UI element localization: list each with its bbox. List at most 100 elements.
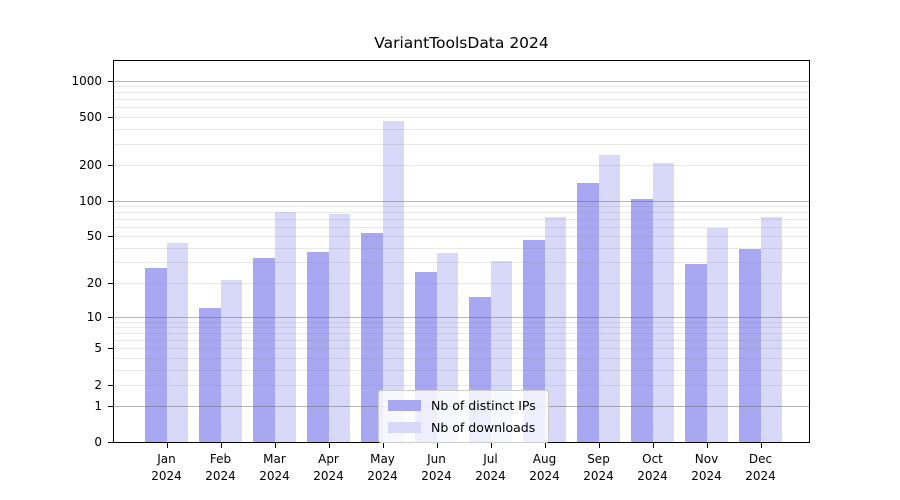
minor-gridline [114, 99, 809, 101]
y-tick [108, 116, 113, 118]
bar-distinct-ips-mar [253, 257, 275, 442]
y-tick-label: 50 [86, 229, 102, 244]
x-tick-label: Apr 2024 [313, 452, 344, 483]
x-tick-label: Mar 2024 [259, 452, 290, 483]
minor-gridline [114, 348, 809, 350]
x-tick-label: May 2024 [367, 452, 398, 483]
y-tick-label: 2 [94, 377, 102, 392]
x-tick [652, 443, 654, 448]
legend-swatch-downloads [388, 422, 421, 433]
bar-distinct-ips-oct [631, 198, 653, 442]
grid-layer [114, 61, 809, 442]
bar-downloads-apr [328, 213, 350, 442]
major-gridline [114, 316, 809, 318]
legend-item-downloads: Nb of downloads [388, 420, 536, 435]
x-tick [598, 443, 600, 448]
x-tick [706, 443, 708, 448]
y-tick [108, 80, 113, 82]
legend-item-distinct-ips: Nb of distinct IPs [388, 398, 536, 413]
x-tick-label: Feb 2024 [205, 452, 236, 483]
x-tick-label: Aug 2024 [529, 452, 560, 483]
x-tick-label: Sep 2024 [583, 452, 614, 483]
y-tick-label: 1 [94, 398, 102, 413]
bar-distinct-ips-feb [199, 307, 221, 442]
legend-label-downloads: Nb of downloads [431, 420, 536, 435]
minor-gridline [114, 128, 809, 130]
minor-gridline [114, 282, 809, 284]
minor-gridline [114, 384, 809, 386]
x-tick-label: Jul 2024 [475, 452, 506, 483]
minor-gridline [114, 92, 809, 94]
x-tick [328, 443, 330, 448]
bar-distinct-ips-sep [577, 183, 599, 442]
bar-downloads-may [382, 121, 404, 442]
minor-gridline [114, 369, 809, 371]
x-tick [490, 443, 492, 448]
minor-gridline [114, 236, 809, 238]
minor-gridline [114, 86, 809, 88]
y-tick [108, 442, 113, 443]
y-tick [108, 316, 113, 318]
legend: Nb of distinct IPs Nb of downloads [378, 390, 549, 443]
minor-gridline [114, 116, 809, 118]
bar-downloads-jan [166, 243, 188, 442]
y-tick [108, 348, 113, 350]
bar-distinct-ips-jan [145, 267, 167, 442]
x-tick [274, 443, 276, 448]
legend-label-distinct-ips: Nb of distinct IPs [431, 398, 536, 413]
x-tick [382, 443, 384, 448]
minor-gridline [114, 143, 809, 145]
minor-gridline [114, 262, 809, 264]
x-tick [436, 443, 438, 448]
y-tick-label: 10 [86, 309, 102, 324]
bar-distinct-ips-may [361, 233, 383, 442]
minor-gridline [114, 333, 809, 335]
bar-distinct-ips-dec [739, 249, 761, 442]
x-tick [544, 443, 546, 448]
minor-gridline [114, 321, 809, 323]
x-tick-label: Oct 2024 [637, 452, 668, 483]
x-tick [760, 443, 762, 448]
y-tick [108, 200, 113, 202]
major-gridline [114, 80, 809, 82]
minor-gridline [114, 219, 809, 221]
minor-gridline [114, 357, 809, 359]
minor-gridline [114, 227, 809, 228]
x-tick-label: Nov 2024 [691, 452, 722, 483]
y-tick-label: 100 [79, 193, 102, 208]
minor-gridline [114, 212, 809, 214]
bar-downloads-sep [598, 155, 620, 442]
bar-downloads-mar [274, 212, 296, 442]
y-tick-label: 0 [94, 435, 102, 449]
y-tick-label: 500 [79, 109, 102, 124]
minor-gridline [114, 327, 809, 329]
legend-swatch-distinct-ips [388, 400, 421, 411]
x-tick [220, 443, 222, 448]
bar-distinct-ips-apr [307, 251, 329, 442]
y-tick [108, 164, 113, 166]
bar-downloads-nov [706, 227, 728, 442]
bar-downloads-dec [760, 216, 782, 442]
chart-title: VariantToolsData 2024 [374, 34, 549, 52]
minor-gridline [114, 164, 809, 166]
y-tick [108, 236, 113, 238]
y-tick [108, 282, 113, 284]
x-tick-label: Dec 2024 [745, 452, 776, 483]
bar-distinct-ips-nov [685, 264, 707, 442]
bar-downloads-feb [220, 280, 242, 442]
minor-gridline [114, 206, 809, 208]
y-tick-label: 20 [86, 275, 102, 290]
minor-gridline [114, 340, 809, 342]
plot-area: Nb of distinct IPs Nb of downloads [113, 60, 810, 443]
bar-downloads-aug [544, 216, 566, 442]
x-tick-label: Jun 2024 [421, 452, 452, 483]
major-gridline [114, 200, 809, 202]
y-tick-label: 200 [79, 157, 102, 172]
y-tick-label: 1000 [71, 73, 102, 88]
y-tick [108, 405, 113, 407]
x-tick [166, 443, 168, 448]
minor-gridline [114, 247, 809, 249]
bar-downloads-oct [652, 162, 674, 442]
minor-gridline [114, 107, 809, 109]
